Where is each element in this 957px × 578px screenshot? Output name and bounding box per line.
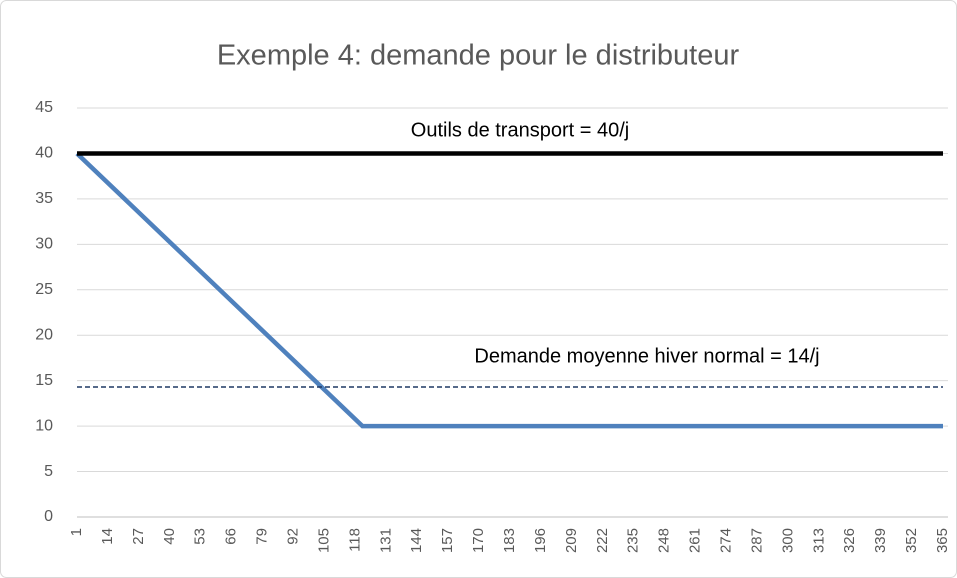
x-tick-label: 365 <box>934 528 951 553</box>
x-tick-label: 300 <box>779 528 796 553</box>
y-tick-label: 30 <box>35 236 53 253</box>
x-tick-label: 274 <box>717 528 734 553</box>
x-tick-label: 248 <box>656 528 673 553</box>
x-tick-label: 79 <box>254 528 271 545</box>
y-tick-label: 45 <box>35 99 53 116</box>
y-tick-label: 5 <box>44 463 53 480</box>
x-tick-label: 1 <box>68 528 85 536</box>
y-tick-label: 35 <box>35 190 53 207</box>
x-tick-label: 14 <box>99 528 116 545</box>
x-tick-label: 53 <box>192 528 209 545</box>
x-tick-label: 66 <box>223 528 240 545</box>
y-tick-label: 40 <box>35 145 53 162</box>
x-tick-label: 222 <box>594 528 611 553</box>
x-tick-label: 170 <box>470 528 487 553</box>
chart-title: Exemple 4: demande pour le distributeur <box>217 40 740 72</box>
x-tick-label: 27 <box>130 528 147 545</box>
y-tick-label: 15 <box>35 372 53 389</box>
x-tick-label: 326 <box>841 528 858 553</box>
x-tick-label: 157 <box>439 528 456 553</box>
x-tick-label: 118 <box>346 528 363 552</box>
x-tick-label: 235 <box>625 528 642 553</box>
data-line <box>75 151 943 429</box>
x-tick-label: 131 <box>377 528 394 553</box>
x-tick-label: 144 <box>408 528 425 553</box>
annotation: Demande moyenne hiver normal = 14/j <box>474 345 819 367</box>
x-tick-label: 209 <box>563 528 580 553</box>
y-tick-label: 20 <box>35 326 53 343</box>
x-tick-label: 105 <box>315 528 332 553</box>
x-tick-label: 40 <box>161 528 178 545</box>
x-tick-label: 196 <box>532 528 549 553</box>
y-tick-label: 10 <box>35 417 53 434</box>
y-tick-label: 0 <box>44 508 53 525</box>
x-tick-label: 92 <box>284 528 301 545</box>
x-tick-label: 183 <box>501 528 518 553</box>
y-tick-label: 25 <box>35 281 53 298</box>
x-tick-label: 261 <box>687 528 704 553</box>
x-tick-label: 352 <box>903 528 920 553</box>
x-tick-label: 287 <box>748 528 765 553</box>
annotation: Outils de transport = 40/j <box>411 119 629 141</box>
x-tick-label: 313 <box>810 528 827 553</box>
x-tick-label: 339 <box>872 528 889 553</box>
